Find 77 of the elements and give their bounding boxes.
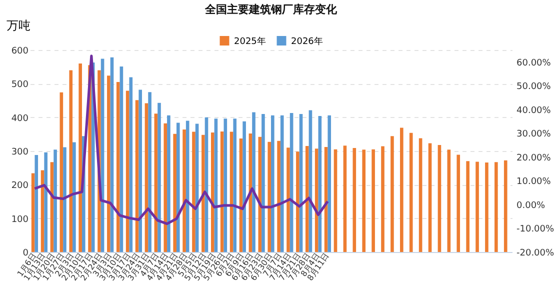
bar [466,161,470,252]
bar [494,162,498,252]
bar [262,114,265,252]
bar [69,70,73,252]
bar [129,77,133,252]
bar [63,147,66,252]
bar [343,146,347,252]
bar [447,150,451,252]
bar [34,155,38,252]
bar [233,118,237,252]
bar [277,140,280,252]
y-tick-label: 600 [11,46,29,56]
bar [78,63,82,252]
bar [476,162,479,252]
bar [362,150,366,252]
bar [44,152,48,252]
y2-tick-label: -20.00% [516,248,554,258]
bar [210,132,214,252]
y2-tick-label: 20.00% [516,153,552,164]
bar [418,138,422,252]
y-axis-title: 万吨 [6,18,30,32]
bar [390,136,394,252]
bar [485,162,488,252]
chart-title: 全国主要建筑钢厂库存变化 [204,3,338,16]
bar [252,112,256,252]
bar [107,76,110,252]
bar [242,121,246,252]
bar [400,128,404,252]
bar [352,148,356,252]
y2-tick-label: 60.00% [516,58,552,68]
bar [176,122,180,252]
bar [258,136,262,252]
bar [504,160,508,252]
bar [167,115,170,252]
y2-tick-label: 40.00% [516,106,552,116]
legend-label: 2026年 [291,36,323,47]
bar [372,149,375,252]
y-tick-label: 300 [11,148,29,158]
bar [138,90,142,252]
bar [280,115,284,252]
bar [456,154,460,252]
bar [54,150,57,252]
bar [116,82,120,252]
line-series [33,54,330,226]
y2-tick-label: 50.00% [516,82,552,92]
y-tick-label: 500 [11,80,29,90]
bar [173,134,176,252]
bar [334,149,338,252]
bar [164,123,168,252]
bar [438,144,442,252]
bar [296,152,300,252]
y-tick-label: 400 [11,114,29,124]
bar [202,134,205,252]
bar [286,148,290,252]
bar [182,129,186,252]
bar [268,142,271,252]
y2-tick-label: 30.00% [516,130,552,140]
legend-label: 2025年 [234,36,266,47]
y-tick-label: 100 [11,214,29,225]
y2-tick-label: 10.00% [516,177,552,188]
bar [271,115,274,252]
bar [158,102,161,252]
y-tick-label: 200 [11,181,29,192]
bar [428,143,432,252]
bar [328,115,332,252]
y2-tick-label: -10.00% [516,224,554,235]
bar [224,118,228,252]
bar [148,92,152,252]
bar [31,173,35,252]
bar [314,148,318,252]
bar [381,146,384,252]
y-tick-label: 0 [22,248,29,258]
bar [409,132,413,252]
bar [305,146,309,252]
bar [72,142,76,252]
y2-tick-label: 0.00% [516,200,546,211]
bar [192,132,196,252]
